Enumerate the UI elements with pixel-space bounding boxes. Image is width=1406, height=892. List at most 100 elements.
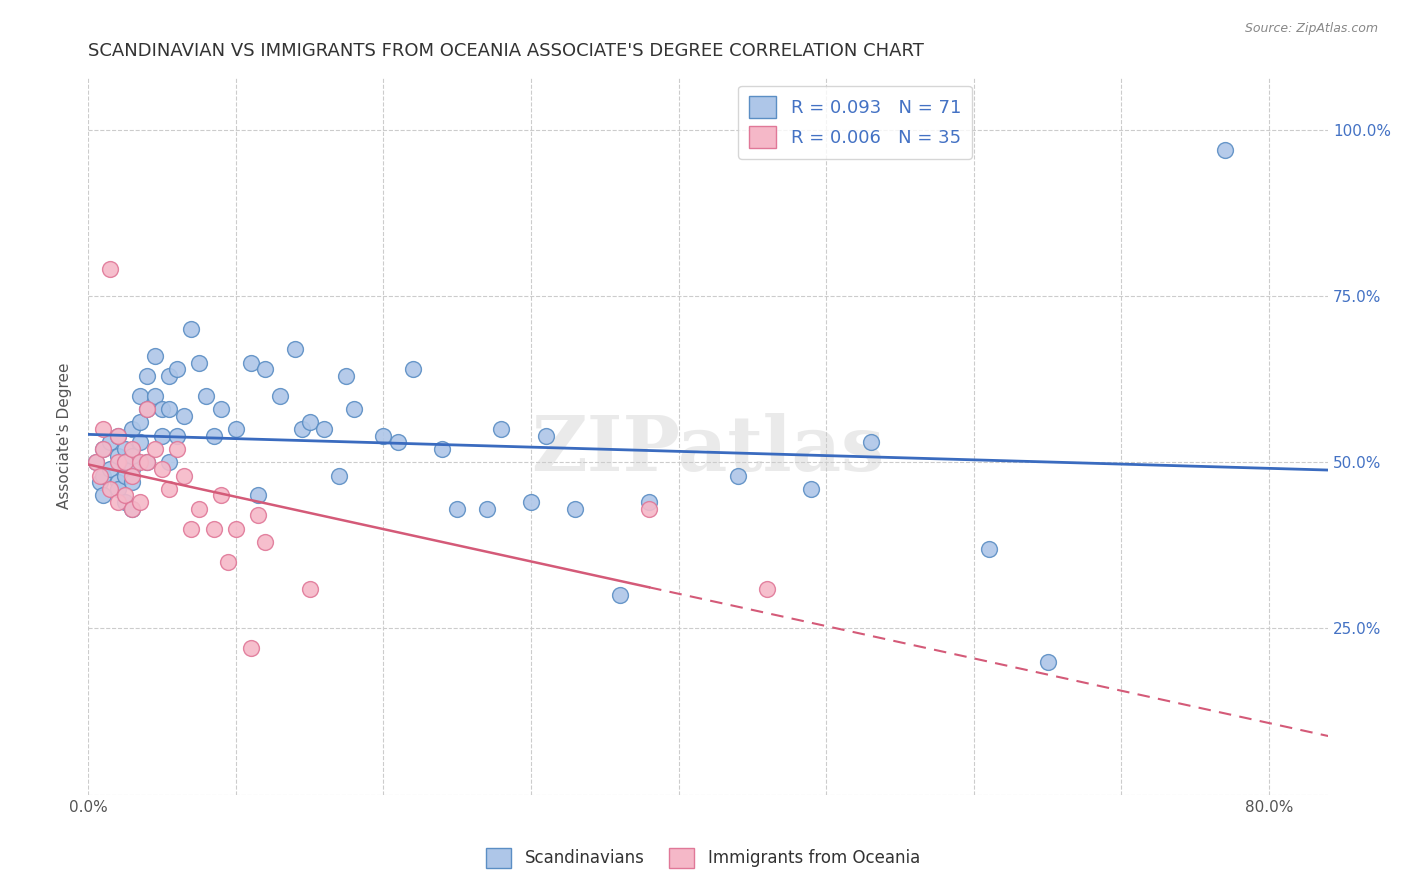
Point	[246, 488, 269, 502]
Point	[328, 468, 350, 483]
Point	[107, 482, 129, 496]
Point	[239, 641, 262, 656]
Point	[402, 362, 425, 376]
Point	[128, 389, 150, 403]
Point	[166, 442, 188, 456]
Point	[298, 582, 321, 596]
Point	[432, 442, 454, 456]
Point	[98, 262, 121, 277]
Point	[166, 362, 188, 376]
Point	[209, 402, 232, 417]
Point	[520, 495, 543, 509]
Point	[180, 322, 202, 336]
Point	[298, 415, 321, 429]
Point	[114, 455, 136, 469]
Point	[239, 355, 262, 369]
Point	[180, 522, 202, 536]
Point	[157, 455, 180, 469]
Point	[387, 435, 409, 450]
Point	[195, 389, 218, 403]
Point	[121, 501, 143, 516]
Point	[373, 428, 395, 442]
Point	[609, 588, 631, 602]
Point	[128, 415, 150, 429]
Point	[114, 455, 136, 469]
Point	[107, 475, 129, 490]
Legend: R = 0.093   N = 71, R = 0.006   N = 35: R = 0.093 N = 71, R = 0.006 N = 35	[738, 86, 972, 159]
Point	[84, 455, 107, 469]
Point	[800, 482, 823, 496]
Point	[121, 475, 143, 490]
Point	[98, 435, 121, 450]
Point	[254, 362, 277, 376]
Text: Source: ZipAtlas.com: Source: ZipAtlas.com	[1244, 22, 1378, 36]
Point	[114, 468, 136, 483]
Point	[107, 455, 129, 469]
Point	[534, 428, 557, 442]
Point	[173, 409, 195, 423]
Point	[225, 422, 247, 436]
Point	[136, 368, 159, 383]
Point	[91, 488, 114, 502]
Point	[107, 428, 129, 442]
Point	[128, 455, 150, 469]
Point	[121, 462, 143, 476]
Point	[114, 495, 136, 509]
Point	[269, 389, 291, 403]
Point	[166, 428, 188, 442]
Point	[217, 555, 239, 569]
Point	[1213, 143, 1236, 157]
Point	[128, 435, 150, 450]
Point	[202, 522, 225, 536]
Point	[136, 402, 159, 417]
Point	[284, 342, 307, 356]
Point	[225, 522, 247, 536]
Point	[638, 501, 661, 516]
Text: SCANDINAVIAN VS IMMIGRANTS FROM OCEANIA ASSOCIATE'S DEGREE CORRELATION CHART: SCANDINAVIAN VS IMMIGRANTS FROM OCEANIA …	[89, 42, 924, 60]
Point	[91, 468, 114, 483]
Point	[335, 368, 357, 383]
Point	[121, 442, 143, 456]
Point	[84, 455, 107, 469]
Point	[136, 455, 159, 469]
Point	[91, 442, 114, 456]
Point	[107, 428, 129, 442]
Y-axis label: Associate's Degree: Associate's Degree	[58, 362, 72, 509]
Point	[114, 442, 136, 456]
Legend: Scandinavians, Immigrants from Oceania: Scandinavians, Immigrants from Oceania	[479, 841, 927, 875]
Point	[121, 501, 143, 516]
Point	[756, 582, 779, 596]
Point	[157, 402, 180, 417]
Point	[98, 482, 121, 496]
Point	[98, 462, 121, 476]
Point	[977, 541, 1000, 556]
Point	[157, 368, 180, 383]
Point	[638, 495, 661, 509]
Point	[150, 428, 173, 442]
Point	[143, 442, 166, 456]
Point	[136, 402, 159, 417]
Point	[209, 488, 232, 502]
Point	[173, 468, 195, 483]
Point	[446, 501, 468, 516]
Point	[859, 435, 882, 450]
Point	[475, 501, 498, 516]
Point	[246, 508, 269, 523]
Point	[1036, 655, 1059, 669]
Point	[121, 422, 143, 436]
Point	[291, 422, 314, 436]
Point	[202, 428, 225, 442]
Point	[157, 482, 180, 496]
Point	[107, 449, 129, 463]
Point	[121, 468, 143, 483]
Point	[89, 475, 111, 490]
Point	[727, 468, 749, 483]
Point	[254, 535, 277, 549]
Point	[107, 495, 129, 509]
Point	[91, 442, 114, 456]
Point	[143, 349, 166, 363]
Text: ZIPatlas: ZIPatlas	[531, 413, 884, 487]
Point	[128, 495, 150, 509]
Point	[491, 422, 513, 436]
Point	[143, 389, 166, 403]
